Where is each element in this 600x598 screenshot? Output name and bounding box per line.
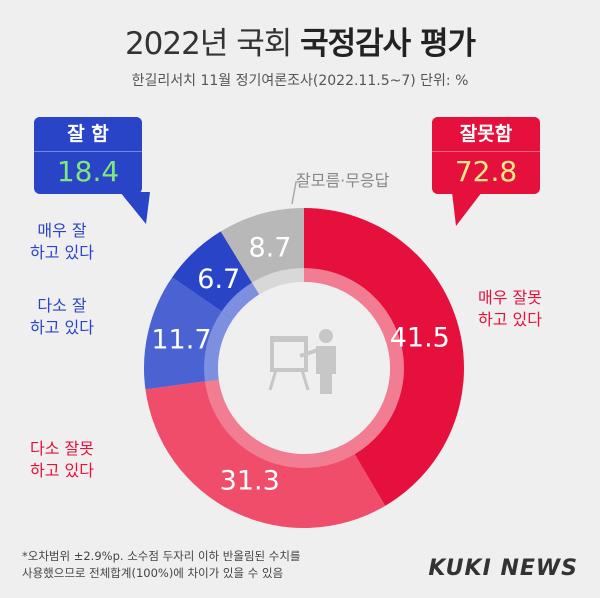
label-some-bad-line2: 하고 있다 [30,461,94,480]
chart-subtitle: 한길리서치 11월 정기여론조사(2022.11.5~7) 단위: % [131,73,469,89]
label-very-bad: 매우 잘못 하고 있다 [478,287,542,331]
inner-ring-very-good [221,282,260,320]
label-some-bad-line1: 다소 잘못 [30,439,94,458]
presenter-icon [268,329,336,394]
chart-title: 2022년 국회 국정감사 평가 [0,18,600,63]
footnote-line1: *오차범위 ±2.9%p. 소수점 두자리 이하 반올림된 수치를 [22,549,301,563]
value-label-very-good: 6.7 [197,264,240,295]
inner-ring-very-bad [304,268,405,455]
bad-box-pointer [452,192,482,226]
good-summary-label: 잘 함 [34,117,142,151]
inner-ring-some-good [203,311,234,382]
label-some-good: 다소 잘 하고 있다 [30,295,94,339]
title-bold: 국정감사 평가 [300,26,476,62]
brand-logo: KUKI NEWS [428,556,578,581]
label-some-good-line1: 다소 잘 [37,296,87,315]
label-very-bad-line1: 매우 잘못 [478,288,542,307]
good-summary-value: 18.4 [34,152,142,194]
footnote: *오차범위 ±2.9%p. 소수점 두자리 이하 반올림된 수치를 사용했으므로… [22,548,301,582]
good-summary-box: 잘 함 18.4 [34,117,142,194]
good-box-pointer [120,192,150,224]
label-some-good-line2: 하고 있다 [30,318,94,337]
inner-ring-some-bad [204,379,355,469]
label-very-good-line2: 하고 있다 [30,243,94,262]
value-label-unsure: 8.7 [248,233,291,264]
bad-summary-label: 잘못함 [432,117,540,151]
label-very-bad-line2: 하고 있다 [478,310,542,329]
label-very-good: 매우 잘 하고 있다 [30,220,94,264]
label-unsure: 잘모름·무응답 [296,171,390,190]
footnote-line2: 사용했으므로 전체합계(100%)에 차이가 있을 수 있음 [22,566,284,580]
value-label-very-bad: 41.5 [390,322,450,353]
label-very-good-line1: 매우 잘 [37,221,87,240]
inner-ring-unsure [251,268,304,295]
bad-summary-value: 72.8 [432,152,540,194]
value-label-some-good: 11.7 [151,325,211,356]
unsure-leader [291,181,300,205]
bad-summary-box: 잘못함 72.8 [432,117,540,194]
value-label-some-bad: 31.3 [220,466,280,497]
title-light: 2022년 국회 [124,26,292,62]
label-some-bad: 다소 잘못 하고 있다 [30,438,94,482]
